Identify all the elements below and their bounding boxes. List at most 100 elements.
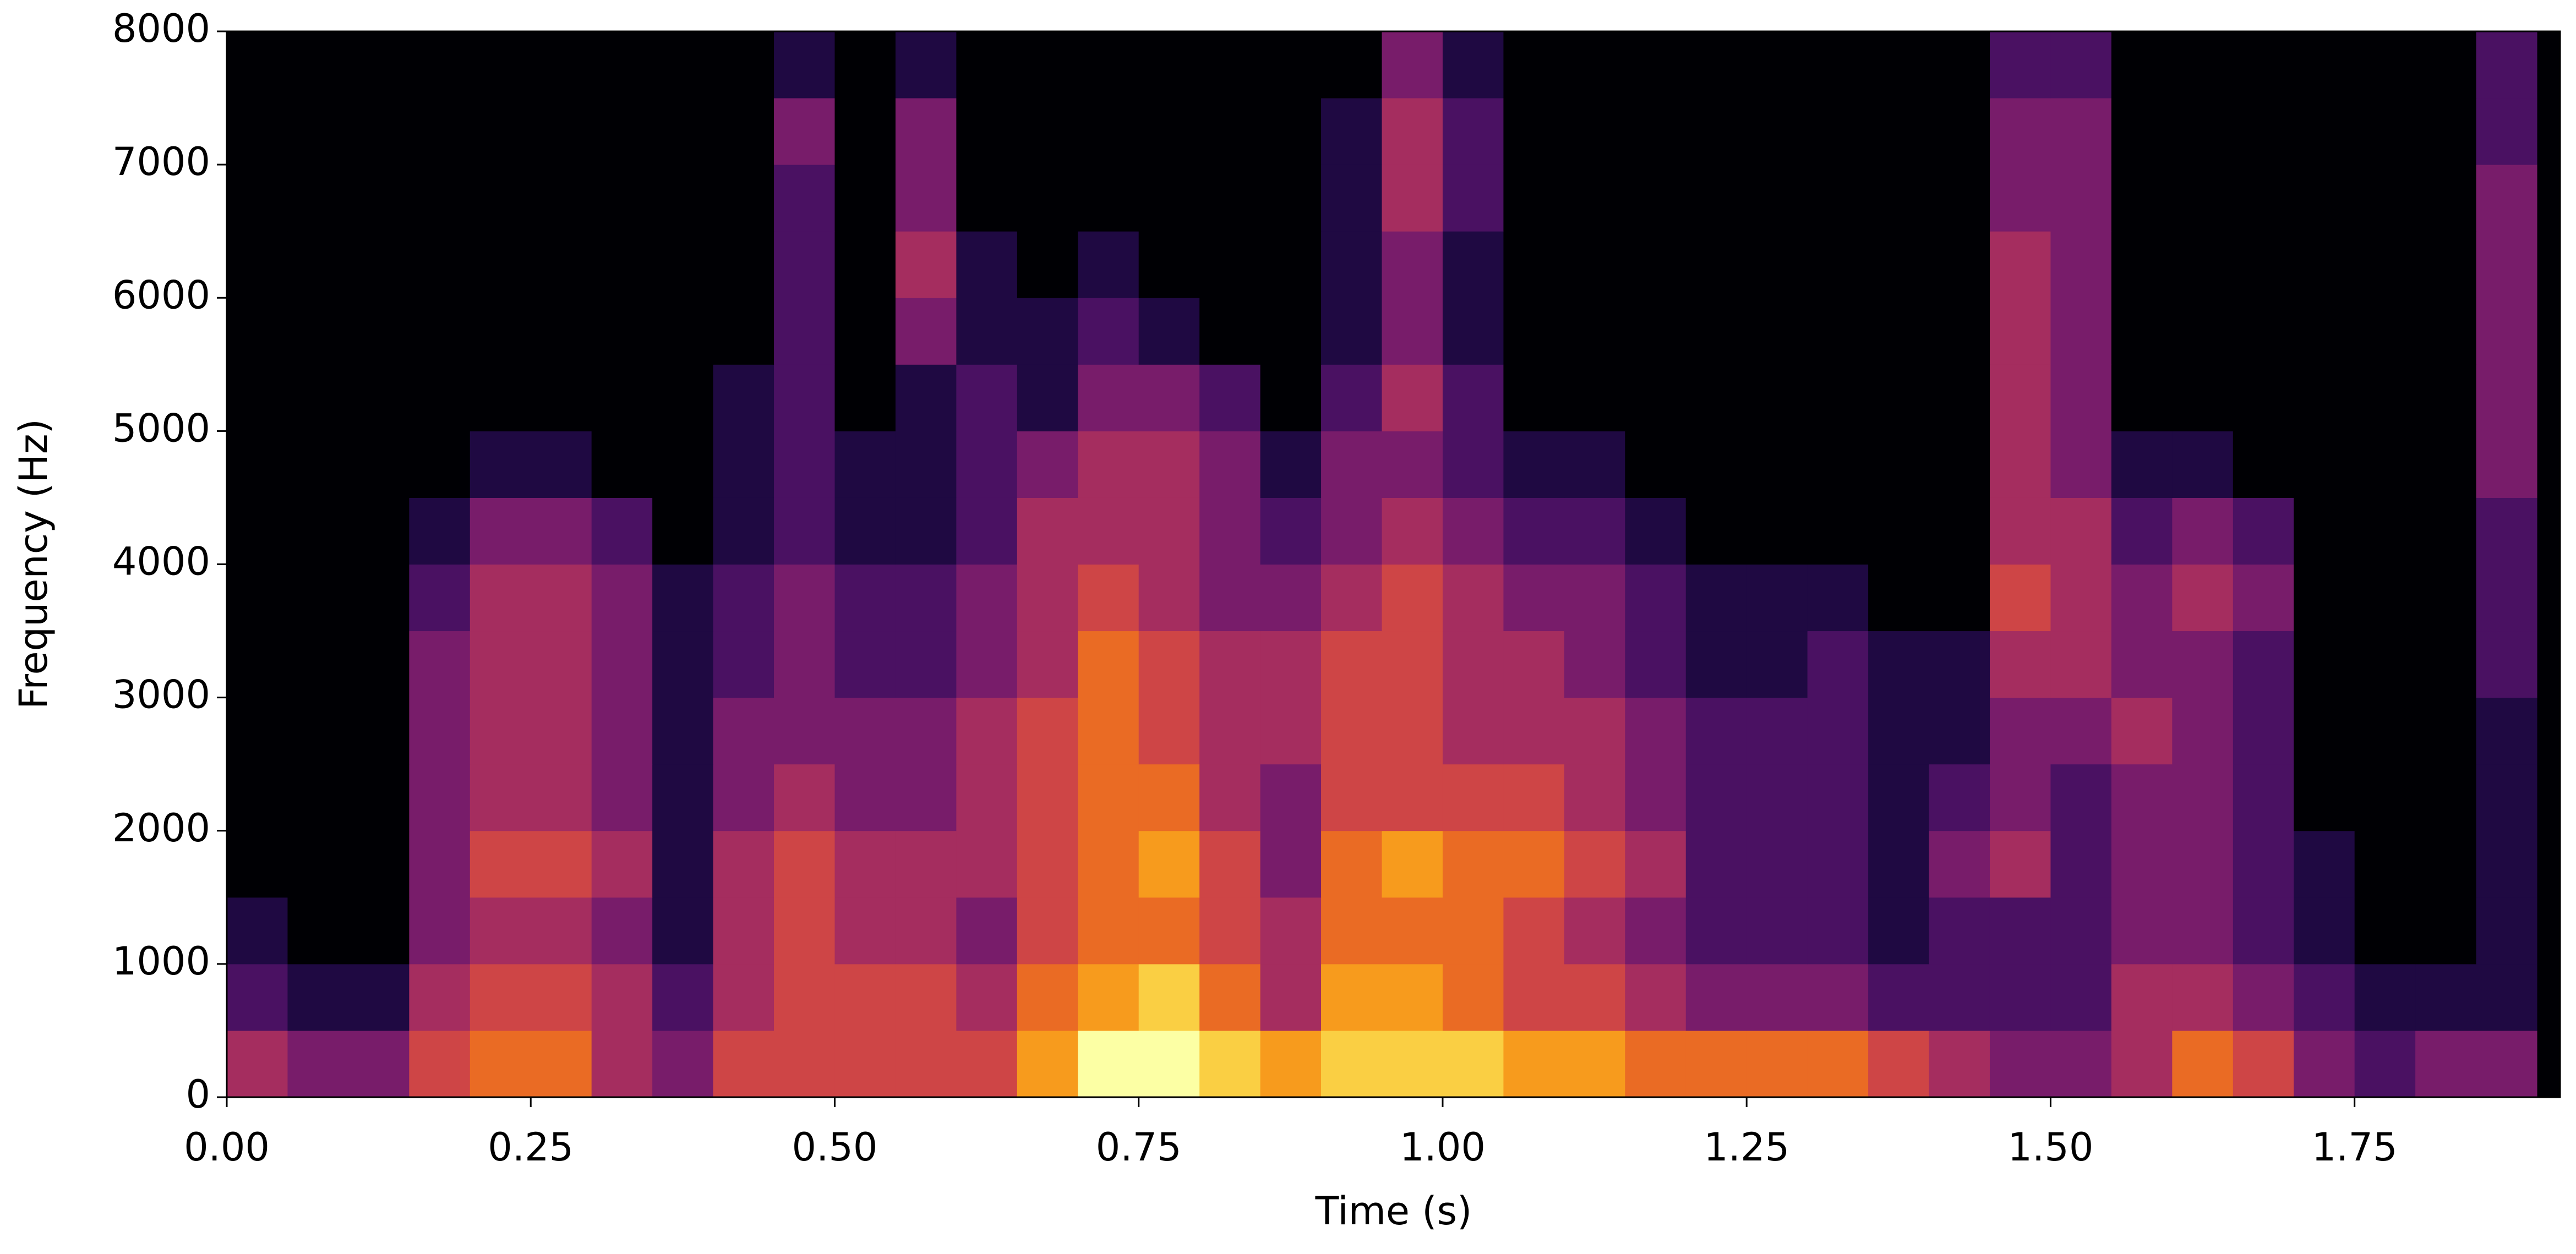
heatmap-cell	[1625, 897, 1687, 965]
heatmap-cell	[2354, 697, 2416, 765]
heatmap-cell	[713, 31, 774, 98]
heatmap-cell	[2111, 697, 2173, 765]
heatmap-cell	[1078, 31, 1139, 98]
heatmap-cell	[1017, 364, 1078, 431]
heatmap-cell	[2476, 830, 2537, 898]
heatmap-cell	[2294, 963, 2355, 1031]
heatmap-cell	[834, 165, 896, 232]
heatmap-cell	[1442, 564, 1504, 632]
y-tick-label: 7000	[112, 139, 210, 184]
heatmap-cell	[895, 98, 957, 165]
heatmap-cell	[895, 897, 957, 965]
heatmap-cell	[1017, 497, 1078, 565]
heatmap-cell	[956, 1030, 1018, 1098]
heatmap-cell	[348, 564, 410, 632]
heatmap-cell	[1685, 697, 1747, 765]
heatmap-cell	[591, 298, 653, 365]
heatmap-cell	[2111, 298, 2173, 365]
heatmap-cell	[2172, 830, 2234, 898]
heatmap-cell	[1382, 1030, 1443, 1098]
heatmap-cell	[1868, 963, 1930, 1031]
heatmap-cell	[1138, 897, 1200, 965]
heatmap-cell	[652, 564, 714, 632]
heatmap-cell	[1199, 564, 1261, 632]
heatmap-cell	[2050, 897, 2112, 965]
heatmap-cell	[227, 1030, 288, 1098]
heatmap-cell	[1564, 631, 1625, 698]
heatmap-cell	[1929, 564, 1990, 632]
heatmap-cell	[2354, 897, 2416, 965]
heatmap-cell	[1625, 431, 1687, 498]
heatmap-cell	[1807, 231, 1869, 298]
y-tick-label: 4000	[112, 539, 210, 584]
heatmap-cell	[956, 963, 1018, 1031]
heatmap-cell	[1747, 98, 1808, 165]
heatmap-cell	[1625, 231, 1687, 298]
heatmap-cell	[1503, 631, 1565, 698]
heatmap-cell	[1747, 697, 1808, 765]
heatmap-cell	[1321, 364, 1383, 431]
heatmap-cell	[1260, 697, 1322, 765]
heatmap-cell	[895, 830, 957, 898]
heatmap-cell	[1929, 231, 1990, 298]
heatmap-cell	[591, 631, 653, 698]
heatmap-cell	[774, 1030, 835, 1098]
heatmap-cell	[774, 165, 835, 232]
heatmap-cell	[348, 497, 410, 565]
heatmap-cell	[1321, 897, 1383, 965]
heatmap-cell	[1807, 298, 1869, 365]
heatmap-cell	[1807, 364, 1869, 431]
heatmap-cell	[1078, 298, 1139, 365]
heatmap-cell	[1685, 963, 1747, 1031]
heatmap-cell	[1138, 631, 1200, 698]
heatmap-cell	[287, 697, 349, 765]
heatmap-cell	[1685, 165, 1747, 232]
heatmap-cell	[1382, 298, 1443, 365]
heatmap-cell	[531, 631, 592, 698]
heatmap-cell	[1078, 1030, 1139, 1098]
heatmap-cell	[1989, 1030, 2051, 1098]
heatmap-cell	[1503, 564, 1565, 632]
heatmap-cell	[1807, 764, 1869, 831]
heatmap-cell	[1807, 31, 1869, 98]
heatmap-cell	[2111, 497, 2173, 565]
heatmap-cell	[287, 963, 349, 1031]
heatmap-cell	[652, 231, 714, 298]
heatmap-cell	[1625, 497, 1687, 565]
heatmap-cell	[713, 697, 774, 765]
heatmap-cell	[956, 231, 1018, 298]
heatmap-cell	[1625, 631, 1687, 698]
heatmap-cell	[1989, 298, 2051, 365]
heatmap-cell	[591, 830, 653, 898]
heatmap-cell	[287, 631, 349, 698]
heatmap-cell	[2172, 897, 2234, 965]
heatmap-cell	[956, 298, 1018, 365]
heatmap-cell	[2172, 497, 2234, 565]
heatmap-cell	[1260, 298, 1322, 365]
heatmap-cell	[1929, 298, 1990, 365]
heatmap-cell	[409, 31, 471, 98]
heatmap-cell	[713, 231, 774, 298]
x-tick-label: 0.25	[488, 1125, 574, 1170]
heatmap-cell	[1989, 963, 2051, 1031]
heatmap-cell	[470, 963, 531, 1031]
heatmap-cell	[1442, 1030, 1504, 1098]
heatmap-cell	[2172, 697, 2234, 765]
heatmap-cell	[1685, 764, 1747, 831]
heatmap-cell	[1868, 431, 1930, 498]
heatmap-cell	[1078, 830, 1139, 898]
heatmap-cell	[1321, 165, 1383, 232]
heatmap-cell	[531, 31, 592, 98]
heatmap-cell	[1868, 231, 1930, 298]
heatmap-cell	[1017, 963, 1078, 1031]
heatmap-cell	[2294, 830, 2355, 898]
heatmap-cell	[1442, 764, 1504, 831]
heatmap-cell	[895, 298, 957, 365]
heatmap-cell	[1382, 231, 1443, 298]
heatmap-cell	[1321, 830, 1383, 898]
heatmap-cell	[1078, 98, 1139, 165]
heatmap-cell	[1868, 830, 1930, 898]
heatmap-cell	[1564, 564, 1625, 632]
heatmap-cell	[1564, 231, 1625, 298]
heatmap-cell	[2233, 31, 2294, 98]
